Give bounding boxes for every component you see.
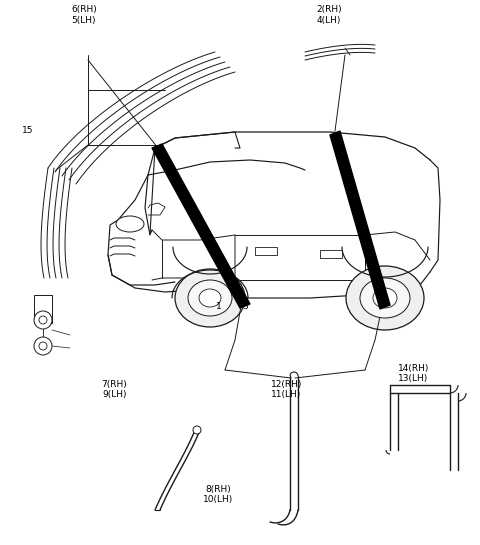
Bar [320,250,342,258]
Text: 15: 15 [22,126,33,135]
Ellipse shape [175,269,245,327]
Ellipse shape [188,280,232,316]
Text: 1: 1 [216,301,221,311]
Circle shape [34,311,52,329]
Text: 6(RH)
5(LH): 6(RH) 5(LH) [71,5,97,25]
Text: 3: 3 [242,301,248,311]
Circle shape [39,316,47,324]
Text: 2(RH)
4(LH): 2(RH) 4(LH) [316,5,342,25]
Text: 14(RH)
13(LH): 14(RH) 13(LH) [398,364,430,383]
Ellipse shape [199,289,221,307]
Circle shape [39,342,47,350]
Bar [255,247,277,255]
Ellipse shape [360,278,410,318]
Ellipse shape [116,216,144,232]
Polygon shape [152,144,250,308]
Text: 7(RH)
9(LH): 7(RH) 9(LH) [101,380,127,399]
Circle shape [34,337,52,355]
Ellipse shape [373,288,397,308]
Text: 12(RH)
11(LH): 12(RH) 11(LH) [271,380,302,399]
Bar [34,295,52,323]
Text: 8(RH)
10(LH): 8(RH) 10(LH) [203,485,234,504]
Polygon shape [330,131,390,309]
Circle shape [193,426,201,434]
Ellipse shape [346,266,424,330]
